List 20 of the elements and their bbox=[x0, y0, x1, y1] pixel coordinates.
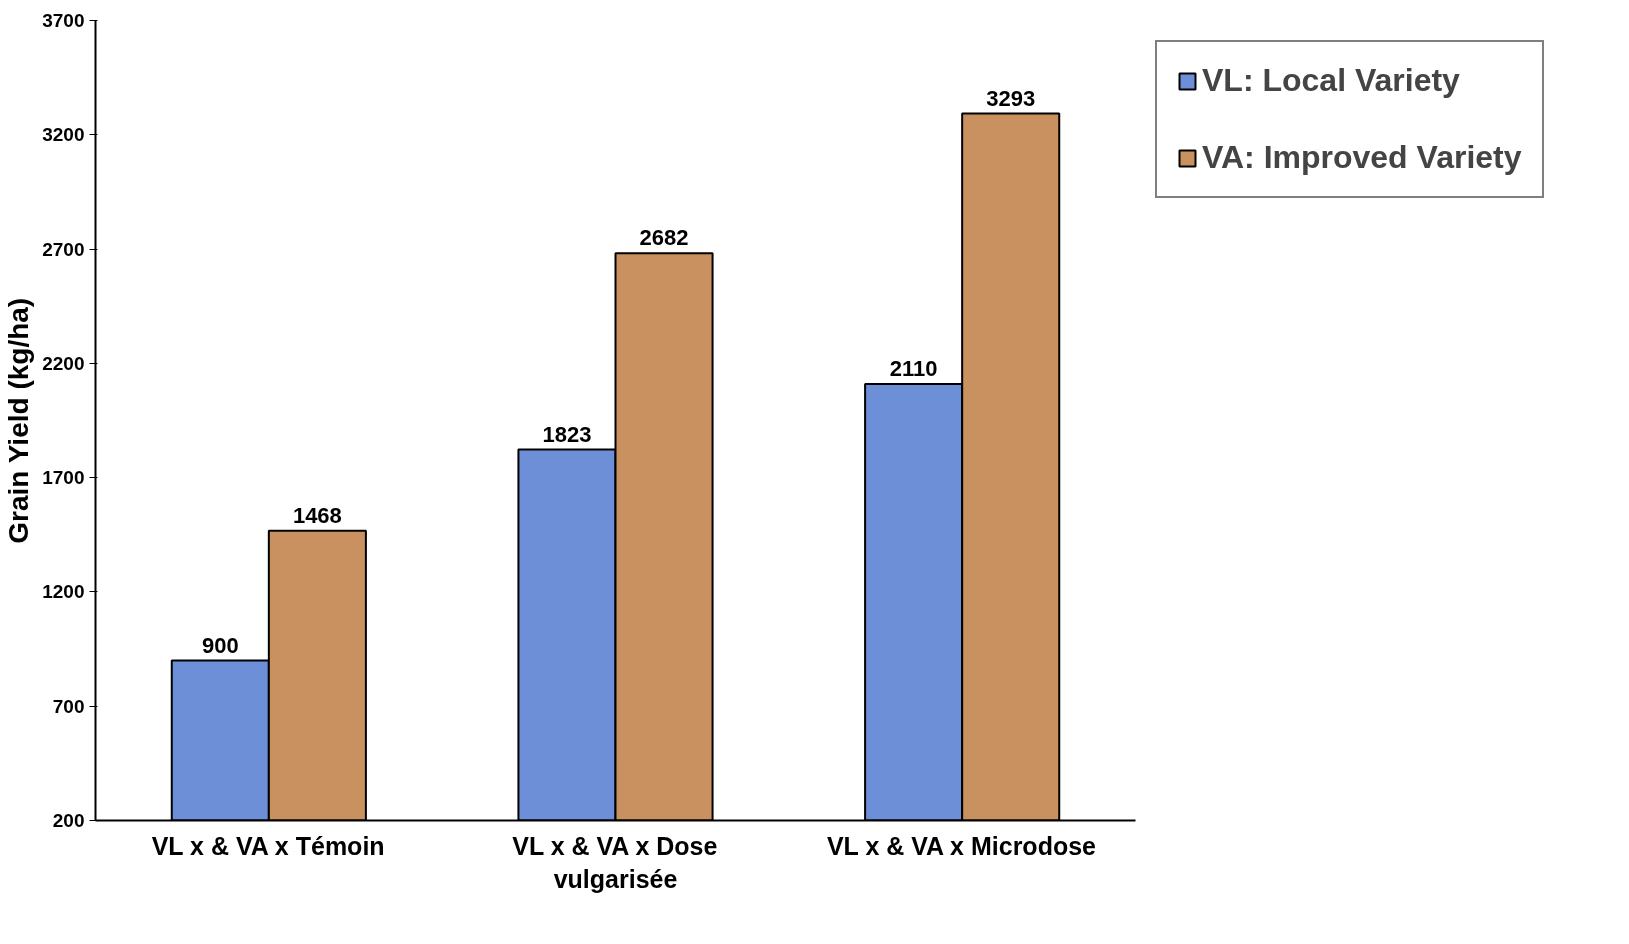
data-label: 1468 bbox=[292, 502, 342, 528]
y-tick-label: 700 bbox=[52, 695, 85, 717]
y-tick-label: 2200 bbox=[42, 352, 85, 374]
y-axis-title: Grain Yield (kg/ha) bbox=[3, 297, 35, 544]
data-label: 2110 bbox=[889, 355, 938, 381]
data-label: 3293 bbox=[986, 85, 1036, 111]
x-tick-label: VL x & VA x Dose vulgarisée bbox=[512, 831, 718, 894]
y-tick-label: 3700 bbox=[42, 10, 85, 31]
y-tick-label: 1700 bbox=[42, 467, 85, 489]
x-tick-label: VL x & VA x Témoin bbox=[151, 831, 385, 860]
legend-label: VA: Improved Variety bbox=[1202, 139, 1522, 176]
y-tick-label: 1200 bbox=[42, 581, 85, 603]
legend-label: VL: Local Variety bbox=[1202, 62, 1460, 99]
data-label: 900 bbox=[201, 632, 239, 658]
y-tick-label: 3200 bbox=[42, 124, 85, 146]
data-label: 1823 bbox=[542, 421, 592, 447]
y-tick-label: 200 bbox=[52, 810, 85, 831]
x-tick-label: VL x & VA x Microdose bbox=[826, 831, 1097, 860]
y-tick-label: 2700 bbox=[42, 238, 85, 260]
data-label: 2682 bbox=[639, 225, 689, 251]
